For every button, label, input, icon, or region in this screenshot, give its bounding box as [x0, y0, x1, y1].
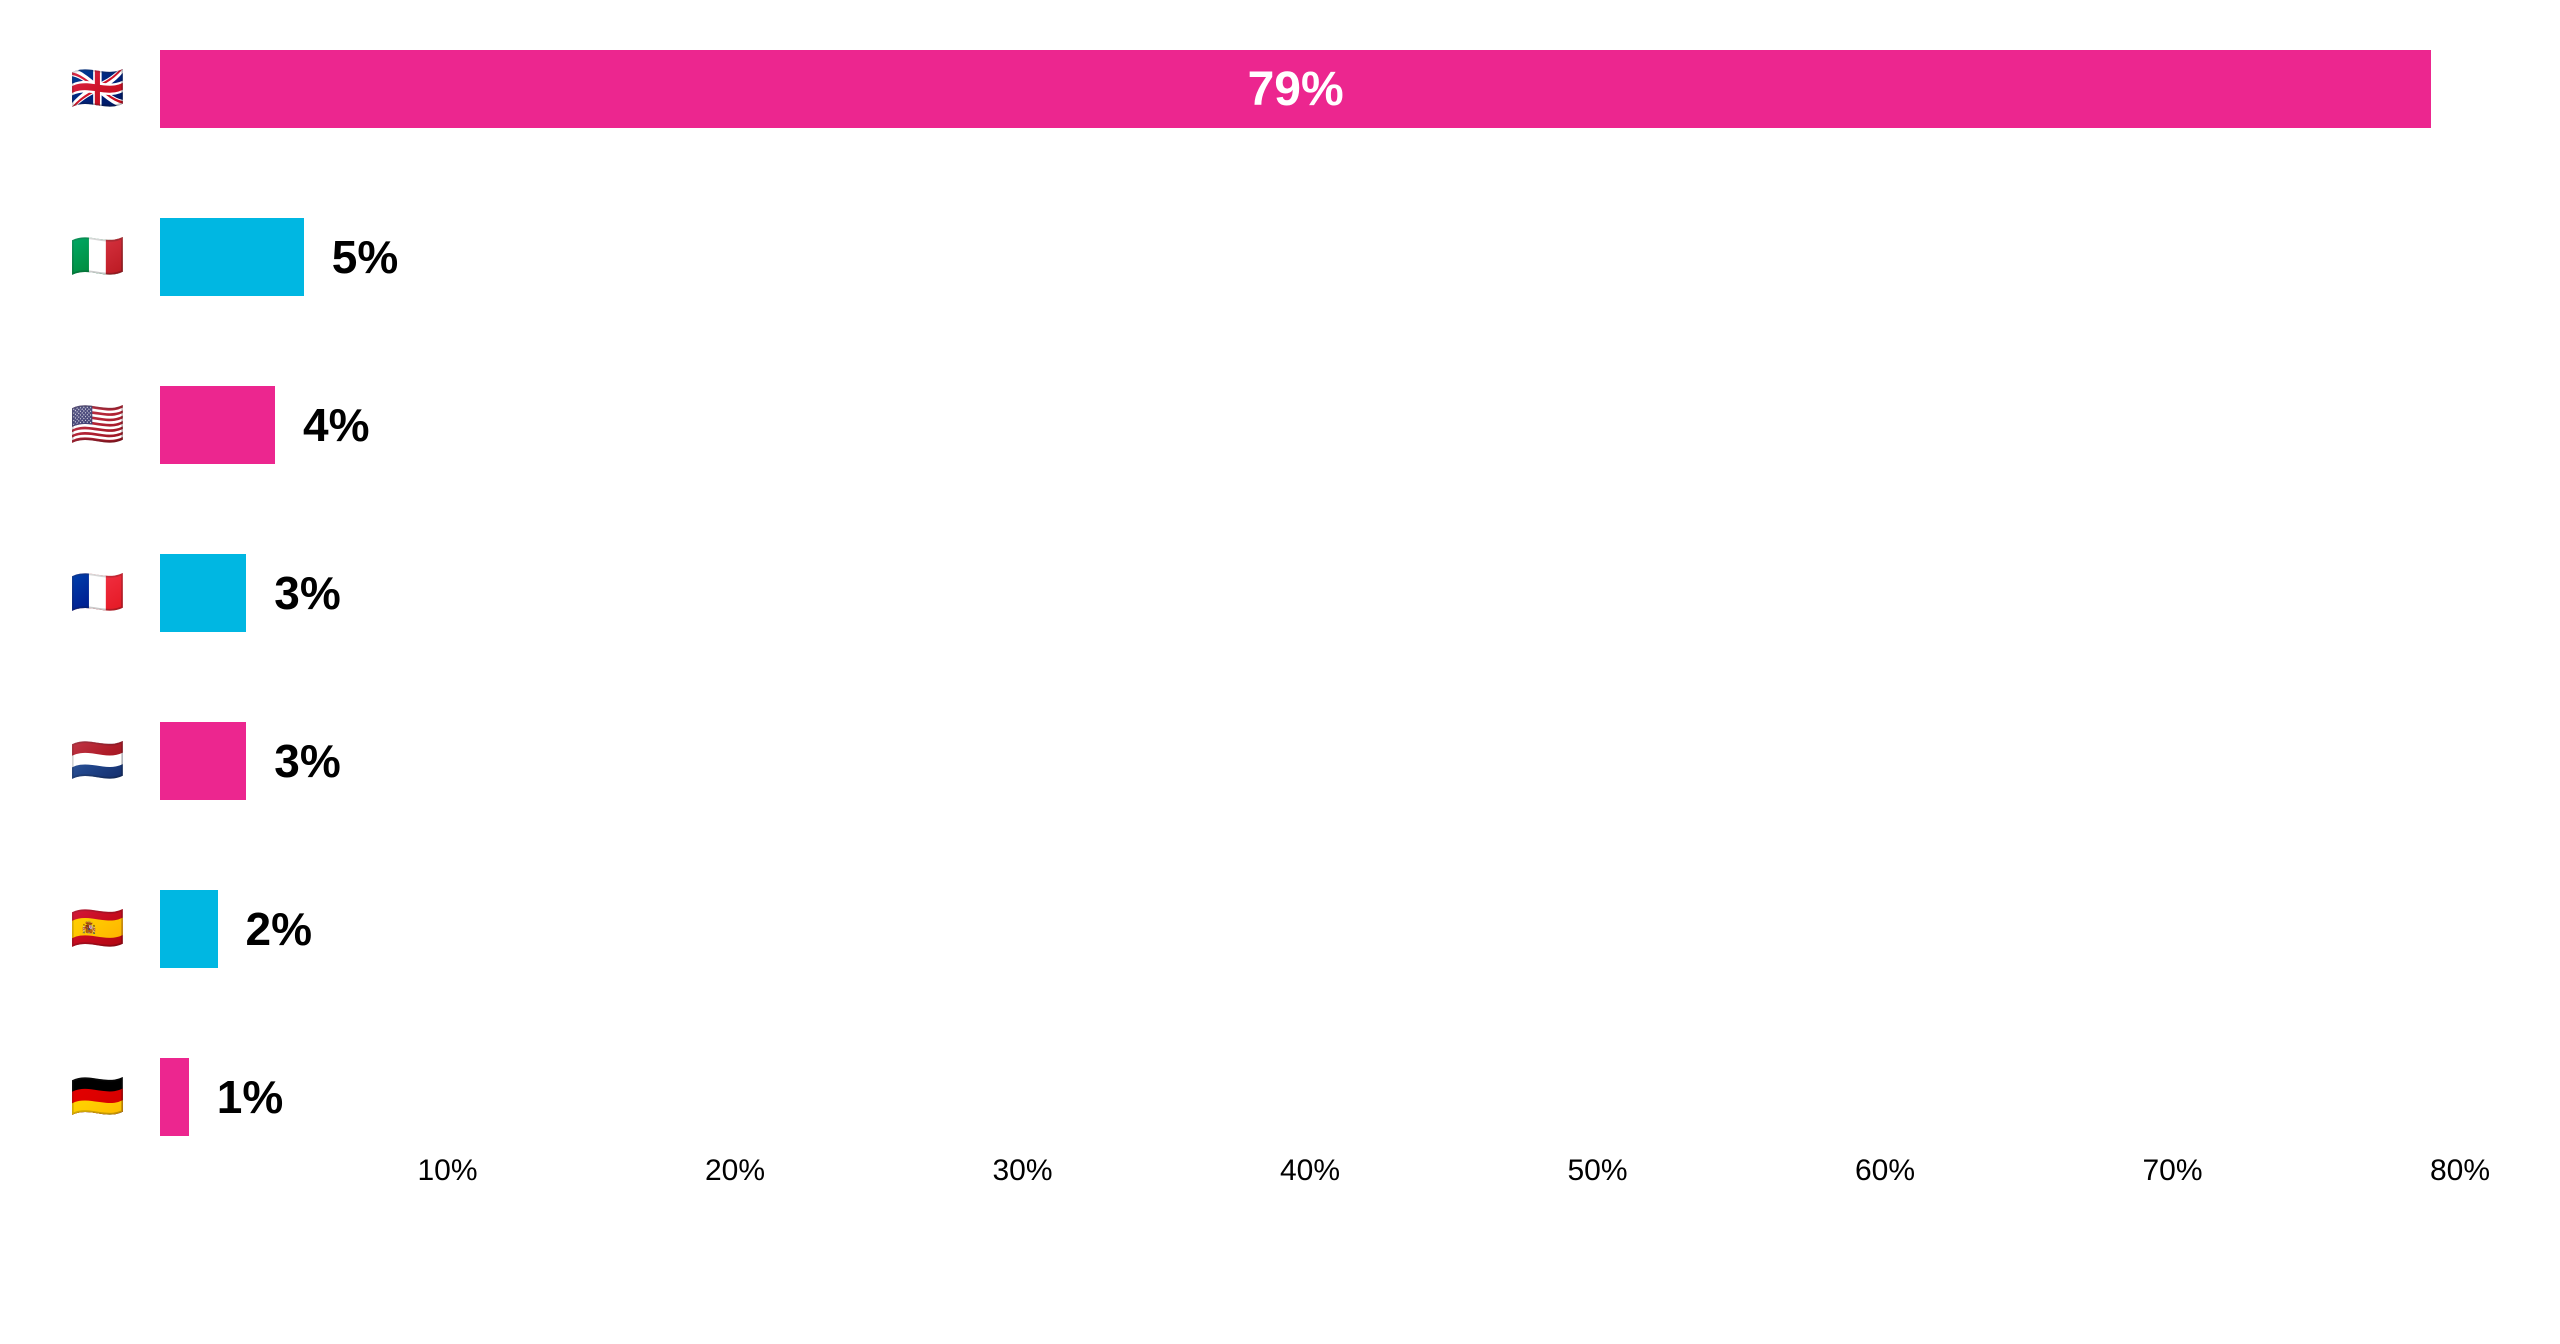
bar-track: 5% — [160, 218, 2460, 296]
plot-area: 🇬🇧79% 🇮🇹5% 🇺🇸4% 🇫🇷3% 🇳🇱3% 🇪🇸2% 🇩🇪1% — [160, 50, 2460, 1136]
bar — [160, 890, 218, 968]
bar-value-label: 3% — [274, 734, 340, 788]
bar-value-label: 4% — [303, 398, 369, 452]
axis-tick: 70% — [2142, 1154, 2202, 1188]
bar-track: 1% — [160, 1058, 2460, 1136]
flag-icon: 🇬🇧 — [70, 67, 140, 111]
bar-track: 79% — [160, 50, 2460, 128]
axis-tick: 60% — [1855, 1154, 1915, 1188]
bar — [160, 1058, 189, 1136]
flag-icon: 🇮🇹 — [70, 235, 140, 279]
bar-row: 🇬🇧79% — [160, 50, 2460, 128]
country-bar-chart: 🇬🇧79%🇮🇹5%🇺🇸4%🇫🇷3%🇳🇱3%🇪🇸2%🇩🇪1% 10%20%30%4… — [70, 50, 2490, 1186]
bar-row: 🇺🇸4% — [160, 386, 2460, 464]
flag-icon: 🇩🇪 — [70, 1075, 140, 1119]
axis-tick: 80% — [2430, 1154, 2490, 1188]
bar-value-label: 5% — [332, 230, 398, 284]
axis-tick: 40% — [1280, 1154, 1340, 1188]
bar-track: 4% — [160, 386, 2460, 464]
bar-value-label: 1% — [217, 1070, 283, 1124]
bar-value-label: 2% — [246, 902, 312, 956]
bar-row: 🇳🇱3% — [160, 722, 2460, 800]
axis-tick: 20% — [705, 1154, 765, 1188]
bar-value-label: 79% — [1248, 62, 1344, 117]
flag-icon: 🇪🇸 — [70, 907, 140, 951]
bar — [160, 554, 246, 632]
bar — [160, 722, 246, 800]
axis-tick: 30% — [992, 1154, 1052, 1188]
bar-value-label: 3% — [274, 566, 340, 620]
bar — [160, 218, 304, 296]
bar-track: 3% — [160, 722, 2460, 800]
flag-icon: 🇫🇷 — [70, 571, 140, 615]
bar-track: 3% — [160, 554, 2460, 632]
bar-row: 🇪🇸2% — [160, 890, 2460, 968]
axis-tick: 10% — [417, 1154, 477, 1188]
x-axis: 10%20%30%40%50%60%70%80% — [160, 1136, 2460, 1186]
bar — [160, 386, 275, 464]
axis-tick: 50% — [1567, 1154, 1627, 1188]
bar: 79% — [160, 50, 2431, 128]
bar-row: 🇩🇪1% — [160, 1058, 2460, 1136]
bar-row: 🇮🇹5% — [160, 218, 2460, 296]
bar-row: 🇫🇷3% — [160, 554, 2460, 632]
flag-icon: 🇳🇱 — [70, 739, 140, 783]
bar-track: 2% — [160, 890, 2460, 968]
flag-icon: 🇺🇸 — [70, 403, 140, 447]
